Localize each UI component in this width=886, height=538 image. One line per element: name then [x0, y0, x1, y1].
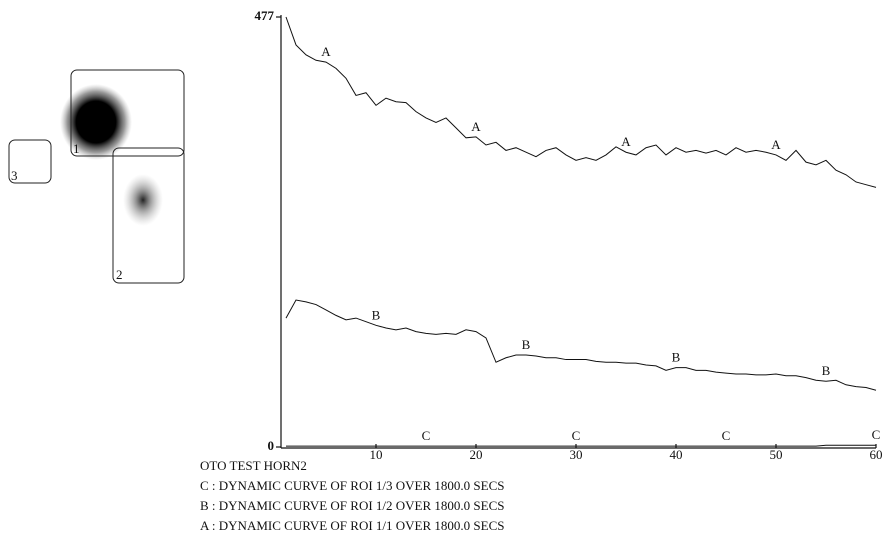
- curve-label: A: [471, 119, 481, 134]
- y-tick-label: 477: [255, 8, 275, 23]
- chart-title: OTO TEST HORN2: [200, 458, 307, 473]
- y-tick-label: 0: [268, 438, 275, 453]
- data-line: [286, 445, 876, 446]
- legend-entry: B : DYNAMIC CURVE OF ROI 1/2 OVER 1800.0…: [200, 498, 505, 513]
- curve-label: B: [372, 307, 381, 322]
- x-tick-label: 30: [570, 447, 583, 462]
- roi-label: 3: [11, 168, 18, 183]
- x-tick-label: 60: [870, 447, 883, 462]
- x-tick-label: 10: [370, 447, 383, 462]
- x-tick-label: 20: [470, 447, 483, 462]
- curve-label: A: [621, 134, 631, 149]
- x-tick-label: 50: [770, 447, 783, 462]
- curve-label: B: [822, 363, 831, 378]
- curve-label: C: [872, 427, 881, 442]
- roi-label: 2: [116, 267, 123, 282]
- roi-image: 1 2 3: [9, 70, 184, 283]
- data-line: [286, 17, 876, 187]
- roi-label: 1: [73, 141, 80, 156]
- legend-entry: A : DYNAMIC CURVE OF ROI 1/1 OVER 1800.0…: [200, 518, 505, 533]
- curve-label: B: [522, 337, 531, 352]
- curve-label: C: [572, 428, 581, 443]
- activity-blob: [123, 174, 163, 226]
- x-tick-label: 40: [670, 447, 683, 462]
- curve-label: A: [321, 44, 331, 59]
- chart: 1 2 3 OTO TEST HORN2 0 477 10 20 30 40 50 60 C C C…: [0, 0, 886, 538]
- legend-entry: C : DYNAMIC CURVE OF ROI 1/3 OVER 1800.0…: [200, 478, 505, 493]
- curve-label: B: [672, 350, 681, 365]
- curve-label: A: [771, 137, 781, 152]
- curve-label: C: [722, 428, 731, 443]
- curve-label: C: [422, 428, 431, 443]
